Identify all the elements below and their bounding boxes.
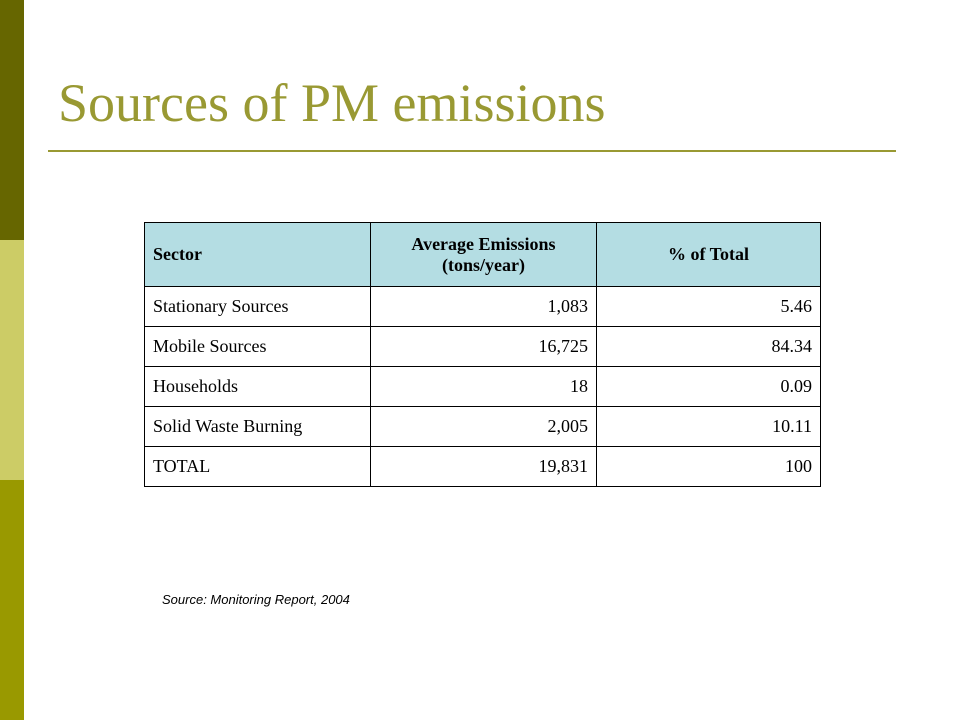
emissions-cell: 1,083 [370,286,597,327]
column-header-average-emissions: Average Emissions (tons/year) [370,222,597,287]
sector-cell: TOTAL [144,446,371,487]
table-total-row: TOTAL 19,831 100 [144,446,821,487]
emissions-cell: 2,005 [370,406,597,447]
slide-title: Sources of PM emissions [58,73,606,133]
percent-cell: 100 [596,446,821,487]
sidebar-accent-middle [0,240,24,480]
percent-cell: 84.34 [596,326,821,367]
title-underline [48,150,896,152]
table-row: Mobile Sources 16,725 84.34 [144,326,821,367]
percent-cell: 0.09 [596,366,821,407]
sector-cell: Mobile Sources [144,326,371,367]
table-row: Solid Waste Burning 2,005 10.11 [144,406,821,447]
sector-cell: Solid Waste Burning [144,406,371,447]
column-header-percent-total: % of Total [596,222,821,287]
source-note: Source: Monitoring Report, 2004 [162,592,350,607]
table-row: Households 18 0.09 [144,366,821,407]
table-row: Stationary Sources 1,083 5.46 [144,286,821,327]
sidebar-accent-top [0,0,24,240]
emissions-cell: 18 [370,366,597,407]
emissions-table: Sector Average Emissions (tons/year) % o… [144,222,821,487]
emissions-cell: 19,831 [370,446,597,487]
column-header-sector: Sector [144,222,371,287]
sector-cell: Households [144,366,371,407]
percent-cell: 10.11 [596,406,821,447]
sidebar-accent-bottom [0,480,24,720]
percent-cell: 5.46 [596,286,821,327]
sector-cell: Stationary Sources [144,286,371,327]
table-header-row: Sector Average Emissions (tons/year) % o… [144,222,821,287]
emissions-cell: 16,725 [370,326,597,367]
